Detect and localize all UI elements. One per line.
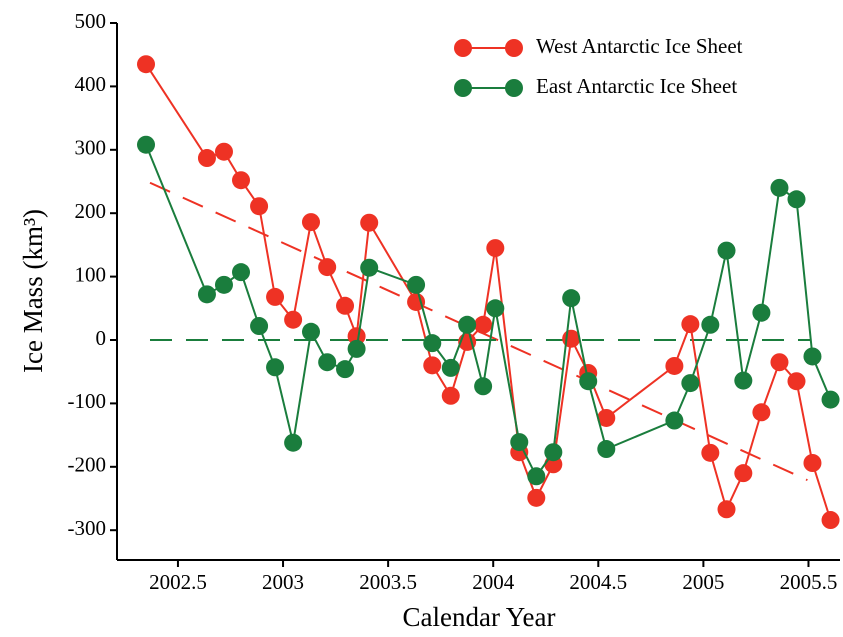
x-axis-label: Calendar Year xyxy=(403,602,556,632)
data-point xyxy=(734,371,753,390)
x-tick-label: 2003.5 xyxy=(359,570,417,594)
data-point xyxy=(250,197,269,216)
x-tick-label: 2004 xyxy=(472,570,515,594)
data-point xyxy=(770,353,789,372)
data-point xyxy=(803,347,822,366)
x-tick-label: 2002.5 xyxy=(149,570,207,594)
y-tick-label: 200 xyxy=(75,199,107,223)
x-tick-label: 2004.5 xyxy=(569,570,627,594)
data-point xyxy=(407,275,426,294)
data-point xyxy=(701,315,720,334)
data-point xyxy=(197,285,216,304)
data-point xyxy=(197,149,216,168)
data-point xyxy=(347,327,366,346)
data-point xyxy=(787,190,806,209)
data-point xyxy=(336,360,355,379)
data-point xyxy=(284,433,303,452)
data-point xyxy=(665,411,684,430)
data-point xyxy=(441,386,460,405)
data-point xyxy=(717,241,736,260)
data-point xyxy=(527,467,546,486)
data-point xyxy=(360,213,379,232)
data-point xyxy=(562,289,581,308)
data-point xyxy=(803,453,822,472)
x-tick-label: 2005.5 xyxy=(780,570,838,594)
data-point xyxy=(137,135,156,154)
data-point xyxy=(770,178,789,197)
data-point xyxy=(752,403,771,422)
data-point xyxy=(137,55,156,74)
data-point xyxy=(474,315,493,334)
legend-marker xyxy=(454,39,472,57)
data-point xyxy=(318,353,337,372)
data-point xyxy=(214,275,233,294)
data-point xyxy=(232,263,251,282)
data-point xyxy=(474,377,493,396)
x-tick-label: 2003 xyxy=(262,570,304,594)
y-tick-label: 0 xyxy=(96,326,107,350)
data-point xyxy=(486,239,505,258)
data-point xyxy=(301,322,320,341)
data-point xyxy=(734,464,753,483)
data-point xyxy=(527,488,546,507)
data-point xyxy=(301,213,320,232)
legend-marker xyxy=(505,79,523,97)
data-point xyxy=(752,303,771,322)
series-line xyxy=(145,63,832,521)
legend-label: East Antarctic Ice Sheet xyxy=(536,74,737,98)
y-tick-label: 500 xyxy=(75,9,107,33)
y-axis-label: Ice Mass (km³) xyxy=(18,209,48,373)
data-point xyxy=(458,315,477,334)
y-tick-label: -200 xyxy=(68,453,107,477)
y-tick-label: -100 xyxy=(68,389,107,413)
data-point xyxy=(597,408,616,427)
data-point xyxy=(347,339,366,358)
legend-marker xyxy=(454,79,472,97)
data-point xyxy=(423,334,442,353)
data-point xyxy=(701,443,720,462)
data-point xyxy=(318,258,337,277)
data-point xyxy=(360,258,379,277)
data-point xyxy=(681,374,700,393)
legend-marker xyxy=(505,39,523,57)
data-point xyxy=(544,443,563,462)
y-tick-label: -300 xyxy=(68,516,107,540)
x-tick-label: 2005 xyxy=(682,570,724,594)
data-point xyxy=(284,310,303,329)
data-point xyxy=(510,433,529,452)
data-point xyxy=(441,358,460,377)
data-point xyxy=(423,356,442,375)
data-point xyxy=(214,142,233,161)
data-point xyxy=(486,299,505,318)
data-point xyxy=(250,317,269,336)
data-point xyxy=(579,372,598,391)
y-tick-label: 100 xyxy=(75,262,107,286)
data-point xyxy=(232,171,251,190)
data-point xyxy=(821,511,840,530)
data-point xyxy=(821,390,840,409)
data-point xyxy=(665,356,684,375)
y-tick-label: 300 xyxy=(75,136,107,160)
legend-label: West Antarctic Ice Sheet xyxy=(536,34,743,58)
data-point xyxy=(266,358,285,377)
data-point xyxy=(336,296,355,315)
data-point xyxy=(787,372,806,391)
y-tick-label: 400 xyxy=(75,72,107,96)
data-point xyxy=(266,287,285,306)
series-line xyxy=(145,144,832,479)
data-point xyxy=(717,500,736,519)
data-point xyxy=(681,315,700,334)
data-point xyxy=(597,440,616,459)
